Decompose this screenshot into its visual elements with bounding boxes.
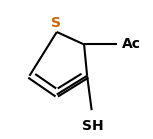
Text: Ac: Ac bbox=[122, 38, 141, 51]
Text: S: S bbox=[52, 16, 62, 30]
Text: SH: SH bbox=[82, 119, 104, 133]
